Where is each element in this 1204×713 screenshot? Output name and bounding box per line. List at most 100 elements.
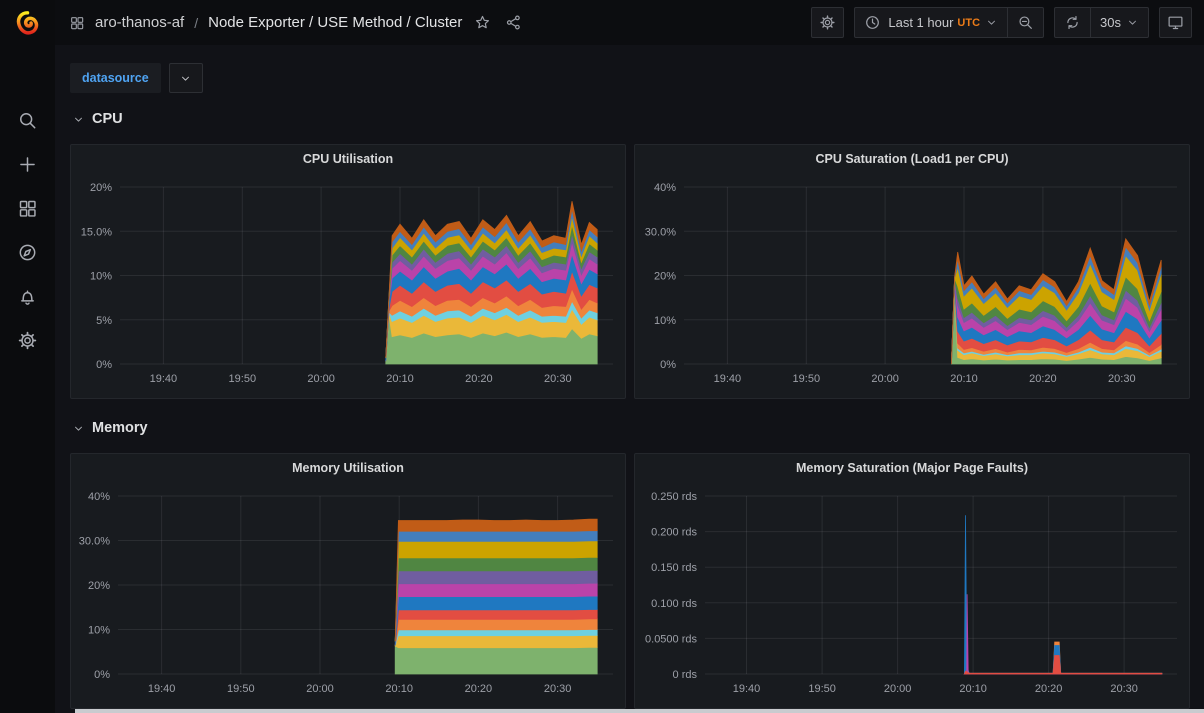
time-range-label: Last 1 hour [888,15,954,30]
sidebar-nav [0,98,55,362]
variable-datasource-dropdown[interactable] [168,63,203,93]
svg-text:0 rds: 0 rds [673,669,698,681]
timezone-label: UTC [957,16,981,29]
grafana-flame-icon [16,10,39,35]
svg-text:20:20: 20:20 [1035,683,1063,695]
time-picker-group: Last 1 hour UTC [854,7,1045,38]
sidebar-item-explore[interactable] [0,230,55,274]
svg-text:20:00: 20:00 [306,683,334,695]
chevron-down-icon [988,20,995,25]
svg-text:20:20: 20:20 [1029,373,1057,385]
svg-text:20:20: 20:20 [465,683,493,695]
panel-title[interactable]: CPU Saturation (Load1 per CPU) [815,152,1009,166]
svg-text:0.0500 rds: 0.0500 rds [645,633,697,645]
kiosk-mode-button[interactable] [1159,7,1192,38]
svg-text:0.150 rds: 0.150 rds [651,562,697,574]
panel-row-memory: Memory Utilisation 0% 10% 20% 30.0% 40% 19:40… [70,453,1190,709]
cpu-utilisation-chart[interactable]: 0% 5% 10% 15.0% 20% 19:40 19:50 20:00 20:10 20:20… [73,173,623,396]
panel-title[interactable]: CPU Utilisation [302,152,394,166]
variable-datasource-chip[interactable]: datasource [70,63,161,93]
breadcrumb: aro-thanos-af / Node Exporter / USE Meth… [69,14,462,31]
breadcrumb-separator: / [194,14,199,31]
sidebar-item-configuration[interactable] [0,318,55,362]
svg-text:20:30: 20:30 [1110,683,1138,695]
svg-text:20:10: 20:10 [950,373,978,385]
svg-text:19:50: 19:50 [793,373,821,385]
panel-title[interactable]: Memory Utilisation [292,461,404,475]
compass-icon [19,244,36,260]
svg-text:30.0%: 30.0% [645,226,676,238]
svg-text:0%: 0% [96,359,112,371]
refresh-interval-picker[interactable]: 30s [1091,8,1148,37]
chevron-down-icon [182,76,190,81]
svg-text:19:50: 19:50 [229,373,257,385]
svg-text:20%: 20% [88,580,110,592]
svg-text:15.0%: 15.0% [81,226,112,238]
section-label: CPU [92,111,123,127]
svg-text:20%: 20% [90,182,112,194]
refresh-button[interactable] [1055,8,1090,37]
svg-text:0.250 rds: 0.250 rds [651,491,697,503]
horizontal-scrollbar[interactable] [75,709,1204,713]
svg-text:19:40: 19:40 [148,683,176,695]
dashboards-grid-icon [19,200,36,217]
dashboards-icon [71,16,84,29]
dashboard-settings-button[interactable] [811,7,845,38]
header-controls: Last 1 hour UTC 30s [811,7,1192,38]
panel-cpu-utilisation: CPU Utilisation 0% 5% 10% 15.0% 20% 19:40 19:5… [70,144,626,399]
plus-icon [20,156,35,172]
cpu-saturation-chart[interactable]: 0% 10% 20% 30.0% 40% 19:40 19:50 20:00 20:10 20:2… [637,173,1187,396]
svg-text:20:10: 20:10 [959,683,987,695]
bell-icon [21,290,34,305]
section-header-memory[interactable]: Memory [72,415,1190,441]
svg-text:20:10: 20:10 [385,683,413,695]
refresh-interval-label: 30s [1100,15,1121,30]
time-range-picker[interactable]: Last 1 hour UTC [855,8,1007,37]
panel-title[interactable]: Memory Saturation (Major Page Faults) [796,461,1028,475]
zoom-out-time-button[interactable] [1008,8,1043,37]
dashboard-canvas: datasource CPU CPU Utilisation 0% 5% 10% 15… [55,45,1204,713]
svg-text:40%: 40% [654,182,676,194]
svg-text:0.200 rds: 0.200 rds [651,527,697,539]
svg-text:20%: 20% [654,271,676,283]
svg-text:5%: 5% [96,315,112,327]
svg-text:19:40: 19:40 [733,683,761,695]
chevron-down-icon [75,117,82,122]
dashboard-title[interactable]: Node Exporter / USE Method / Cluster [208,14,463,31]
chevron-down-icon [75,426,82,431]
panel-row-cpu: CPU Utilisation 0% 5% 10% 15.0% 20% 19:40 19:5… [70,144,1190,399]
monitor-icon [1168,16,1183,30]
group-divider [1090,8,1092,37]
memory-utilisation-chart[interactable]: 0% 10% 20% 30.0% 40% 19:40 19:50 20:00 20:10 20:2… [73,482,623,706]
grafana-logo[interactable] [0,0,55,46]
clock-icon [866,16,880,29]
svg-text:20:00: 20:00 [307,373,335,385]
share-icon[interactable] [505,14,522,31]
sidebar-item-search[interactable] [0,98,55,142]
memory-saturation-chart[interactable]: 0 rds 0.0500 rds 0.100 rds 0.150 rds 0.200 r… [637,482,1187,706]
svg-text:0%: 0% [94,669,110,681]
svg-text:19:40: 19:40 [714,373,742,385]
panel-cpu-saturation: CPU Saturation (Load1 per CPU) 0% 10% 20% 3… [634,144,1190,399]
sidebar-item-alerting[interactable] [0,274,55,318]
svg-text:19:40: 19:40 [150,373,178,385]
section-header-cpu[interactable]: CPU [72,106,1190,132]
zoom-out-icon [1019,16,1032,29]
sidebar-item-dashboards[interactable] [0,186,55,230]
svg-text:0.100 rds: 0.100 rds [651,598,697,610]
search-icon [20,112,36,128]
svg-text:19:50: 19:50 [808,683,836,695]
sidebar-item-create[interactable] [0,142,55,186]
star-icon[interactable] [474,14,491,31]
section-label: Memory [92,420,148,436]
svg-text:40%: 40% [88,491,110,503]
svg-text:0%: 0% [660,359,676,371]
dashboard-actions [474,14,522,31]
breadcrumb-folder[interactable]: aro-thanos-af [95,14,185,31]
svg-text:20:10: 20:10 [386,373,414,385]
refresh-icon [1067,15,1078,30]
svg-text:20:00: 20:00 [884,683,912,695]
svg-text:10%: 10% [88,625,110,637]
svg-text:20:30: 20:30 [544,683,572,695]
svg-text:20:30: 20:30 [544,373,572,385]
